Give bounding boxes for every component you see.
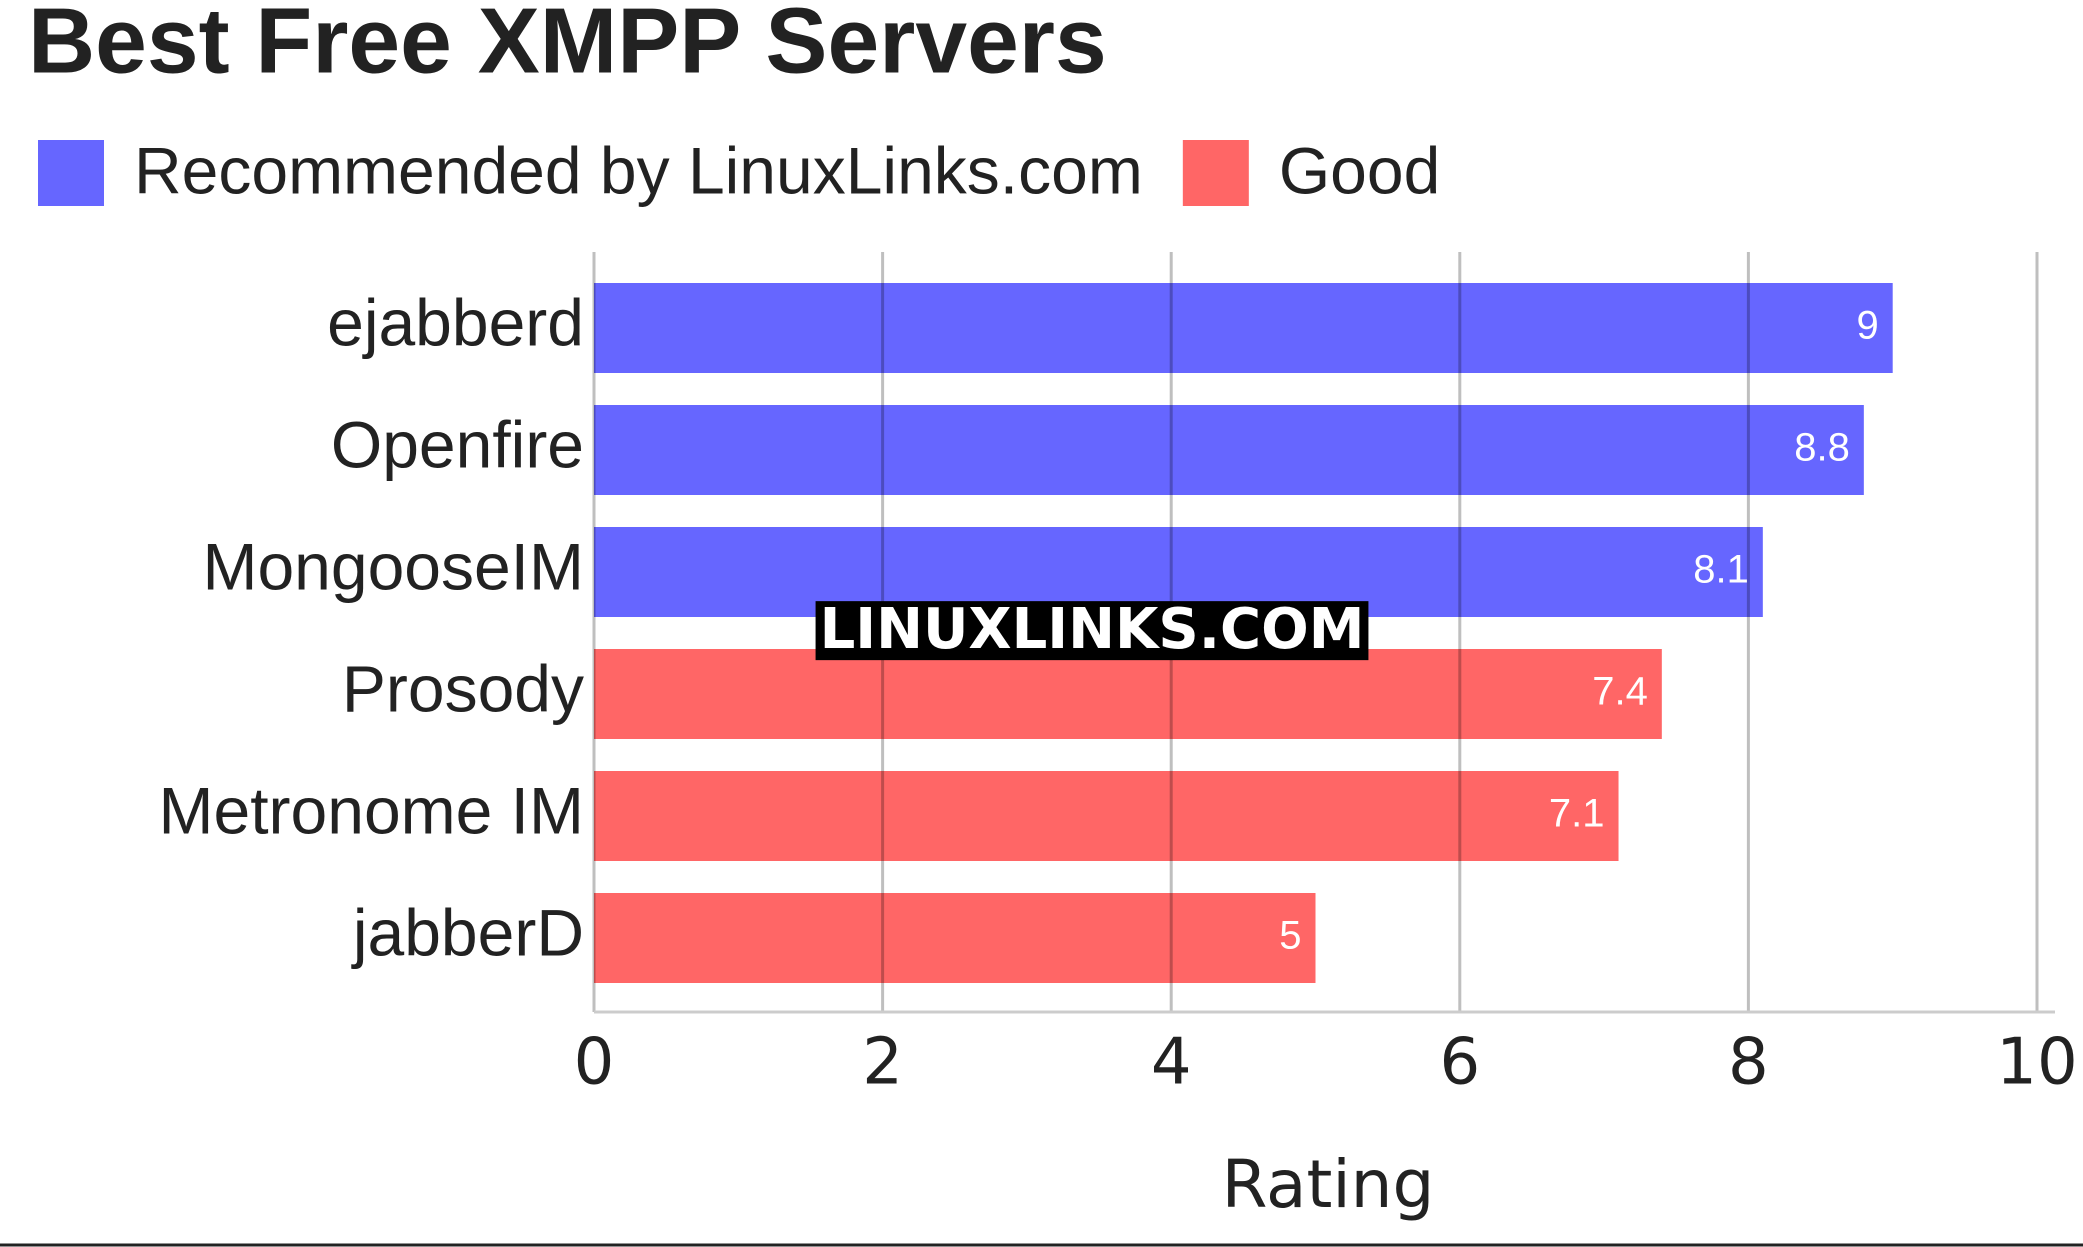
chart-title: Best Free XMPP Servers	[28, 0, 1107, 93]
x-axis-label: Rating	[1222, 1146, 1435, 1223]
value-label: 7.1	[1549, 792, 1605, 836]
y-tick-label: Prosody	[342, 651, 584, 725]
watermark: LINUXLINKS.COM	[820, 597, 1365, 662]
legend-label: Recommended by LinuxLinks.com	[134, 133, 1143, 207]
x-tick-label: 2	[862, 1026, 903, 1100]
y-tick-label: ejabberd	[327, 285, 584, 359]
bar	[594, 283, 1893, 373]
x-tick-label: 10	[1996, 1026, 2077, 1100]
x-tick-label: 0	[574, 1026, 615, 1100]
x-tick-label: 6	[1439, 1026, 1480, 1100]
legend-swatch	[1182, 140, 1249, 206]
y-tick-label: MongooseIM	[202, 529, 584, 603]
bar	[594, 405, 1864, 495]
x-tick-label: 8	[1728, 1026, 1769, 1100]
legend-swatch	[38, 140, 104, 206]
value-label: 5	[1279, 914, 1301, 958]
y-tick-label: Openfire	[331, 407, 584, 481]
legend-label: Good	[1279, 133, 1440, 207]
x-tick-label: 4	[1151, 1026, 1192, 1100]
value-label: 9	[1856, 304, 1878, 348]
value-label: 7.4	[1592, 670, 1648, 714]
bar	[594, 893, 1316, 983]
y-tick-label: Metronome IM	[159, 773, 584, 847]
y-tick-label: jabberD	[351, 895, 584, 969]
value-label: 8.8	[1794, 426, 1850, 470]
bar	[594, 771, 1619, 861]
value-label: 8.1	[1693, 548, 1749, 592]
watermark-bg	[815, 601, 1369, 661]
bar	[594, 649, 1662, 739]
